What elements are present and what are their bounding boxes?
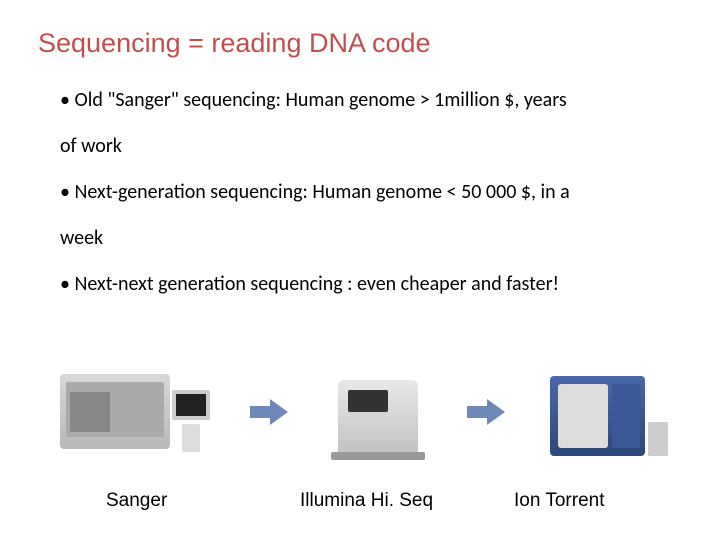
bullet-line: • Old "Sanger" sequencing: Human genome … bbox=[60, 78, 670, 122]
hiseq-machine-image bbox=[313, 362, 443, 462]
sanger-machine-image bbox=[60, 362, 225, 462]
bullet-line: • Next-next generation sequencing : even… bbox=[60, 262, 670, 306]
bullet-line: week bbox=[60, 216, 670, 260]
hiseq-label: Illumina Hi. Seq bbox=[300, 490, 433, 512]
arrow-icon bbox=[249, 397, 289, 427]
bullet-list: • Old "Sanger" sequencing: Human genome … bbox=[60, 78, 670, 308]
ion-label: Ion Torrent bbox=[514, 490, 604, 512]
machines-row bbox=[60, 352, 670, 472]
sanger-label: Sanger bbox=[106, 490, 167, 512]
bullet-line: • Next-generation sequencing: Human geno… bbox=[60, 170, 670, 214]
arrow-icon bbox=[466, 397, 506, 427]
slide-title: Sequencing = reading DNA code bbox=[38, 28, 431, 59]
ion-machine-image bbox=[530, 362, 670, 462]
bullet-line: of work bbox=[60, 124, 670, 168]
